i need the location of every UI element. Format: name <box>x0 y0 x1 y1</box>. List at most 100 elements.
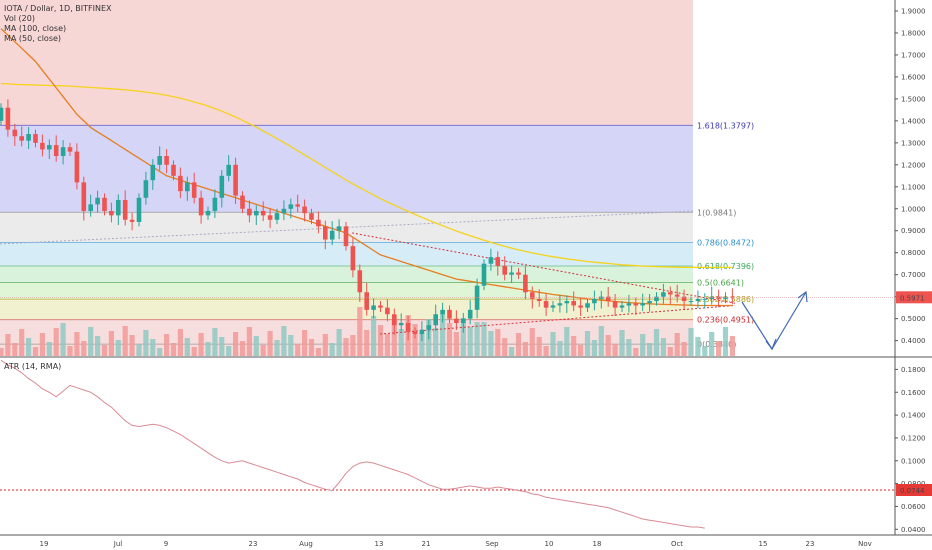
volume-bar <box>357 307 363 356</box>
candle-body <box>612 301 618 308</box>
time-tick-label: Sep <box>485 540 499 548</box>
price-tick-label: 0.9000 <box>901 227 926 235</box>
candle-body <box>702 298 708 300</box>
price-tick-label: 1.0000 <box>901 205 926 213</box>
volume-bar <box>578 345 584 356</box>
candle-body <box>481 263 487 286</box>
volume-bar <box>191 347 197 356</box>
candle-body <box>557 303 563 306</box>
candle-body <box>185 182 190 192</box>
fib-level-label: 0.618(0.7396) <box>697 262 754 271</box>
candle-body <box>571 301 576 306</box>
candle-body <box>0 107 4 121</box>
atr-tick-label: 0.1800 <box>901 366 926 374</box>
volume-bar <box>709 332 715 356</box>
candle-body <box>695 298 701 302</box>
candle-body <box>392 314 397 326</box>
volume-bar <box>681 342 687 356</box>
volume-bar <box>647 343 653 356</box>
volume-bar <box>716 341 722 356</box>
volume-bar <box>702 346 708 356</box>
fib-zone-top <box>0 0 693 126</box>
time-tick-label: 13 <box>375 540 384 548</box>
candle-body <box>343 226 349 247</box>
atr-tick-label: 0.1600 <box>901 389 926 397</box>
price-tick-label: 1.6000 <box>901 73 926 81</box>
candle-body <box>426 325 432 330</box>
volume-bar <box>95 336 101 356</box>
fib-level-label: 0.786(0.8472) <box>697 238 754 247</box>
volume-bar <box>502 338 508 356</box>
atr-level-badge <box>896 484 932 497</box>
time-tick-label: 15 <box>759 540 768 548</box>
candle-body <box>502 265 507 275</box>
volume-bar <box>288 335 294 356</box>
volume-bar <box>536 337 542 356</box>
atr-tick-label: 0.1200 <box>901 434 926 442</box>
volume-bar <box>60 323 66 356</box>
volume-bar <box>509 347 515 356</box>
candle-body <box>5 107 11 130</box>
projection-arrow-head <box>765 338 777 351</box>
atr-tick-label: 0.1000 <box>901 457 926 465</box>
volume-bar <box>115 340 121 356</box>
candle-body <box>136 197 142 222</box>
atr-indicator-label[interactable]: ATR (14, RMA) <box>4 362 62 371</box>
volume-bar <box>598 326 604 356</box>
candle-body <box>81 182 87 211</box>
candle-body <box>171 164 176 176</box>
atr-line <box>0 359 705 529</box>
symbol-title[interactable]: IOTA / Dollar, 1D, BITFINEX <box>4 4 112 13</box>
candle-body <box>150 164 156 181</box>
atr-legend: ATR (14, RMA) <box>4 362 61 372</box>
atr-tick-label: 0.0600 <box>901 503 926 511</box>
atr-tick-label: 0.0400 <box>901 526 926 534</box>
candle-body <box>19 136 24 141</box>
volume-bar <box>32 347 39 356</box>
atr-level-label: 0.0744 <box>900 487 925 495</box>
candle-body <box>302 206 307 214</box>
volume-bar <box>164 334 170 356</box>
volume-bar <box>233 332 239 356</box>
candle-body <box>233 164 238 196</box>
volume-bar <box>226 346 232 356</box>
candle-body <box>67 147 73 152</box>
candle-body <box>447 309 452 319</box>
candle-body <box>26 134 31 141</box>
ma100-indicator-label[interactable]: MA (100, close) <box>4 24 67 33</box>
volume-bar <box>295 344 301 356</box>
fib-zone <box>0 265 693 283</box>
volume-bar <box>419 333 425 356</box>
candle-body <box>240 195 245 209</box>
volume-bar <box>729 336 735 356</box>
candle-body <box>143 180 149 198</box>
vol-indicator-label[interactable]: Vol (20) <box>4 14 35 23</box>
volume-bar <box>219 337 225 356</box>
volume-bar <box>364 330 370 356</box>
projection-arrow-head <box>797 290 808 303</box>
volume-bar <box>315 348 321 356</box>
volume-bar <box>626 339 632 356</box>
candle-body <box>633 303 639 306</box>
volume-bar <box>212 328 218 356</box>
candle-body <box>543 301 549 308</box>
volume-bar <box>170 343 177 356</box>
candle-body <box>129 219 135 222</box>
volume-bar <box>515 333 522 356</box>
ma50-indicator-label[interactable]: MA (50, close) <box>4 34 62 43</box>
price-tick-label: 1.3000 <box>901 139 926 147</box>
volume-bar <box>184 338 190 356</box>
volume-bar <box>343 338 349 356</box>
candle-body <box>198 197 204 216</box>
candle-body <box>357 270 363 293</box>
candle-body <box>709 296 714 299</box>
volume-bar <box>495 329 501 356</box>
volume-bar <box>667 347 673 356</box>
volume-bar <box>246 327 252 356</box>
volume-bar <box>433 328 439 356</box>
volume-bar <box>108 331 114 356</box>
volume-bar <box>350 335 356 356</box>
ma100-line <box>0 82 733 269</box>
